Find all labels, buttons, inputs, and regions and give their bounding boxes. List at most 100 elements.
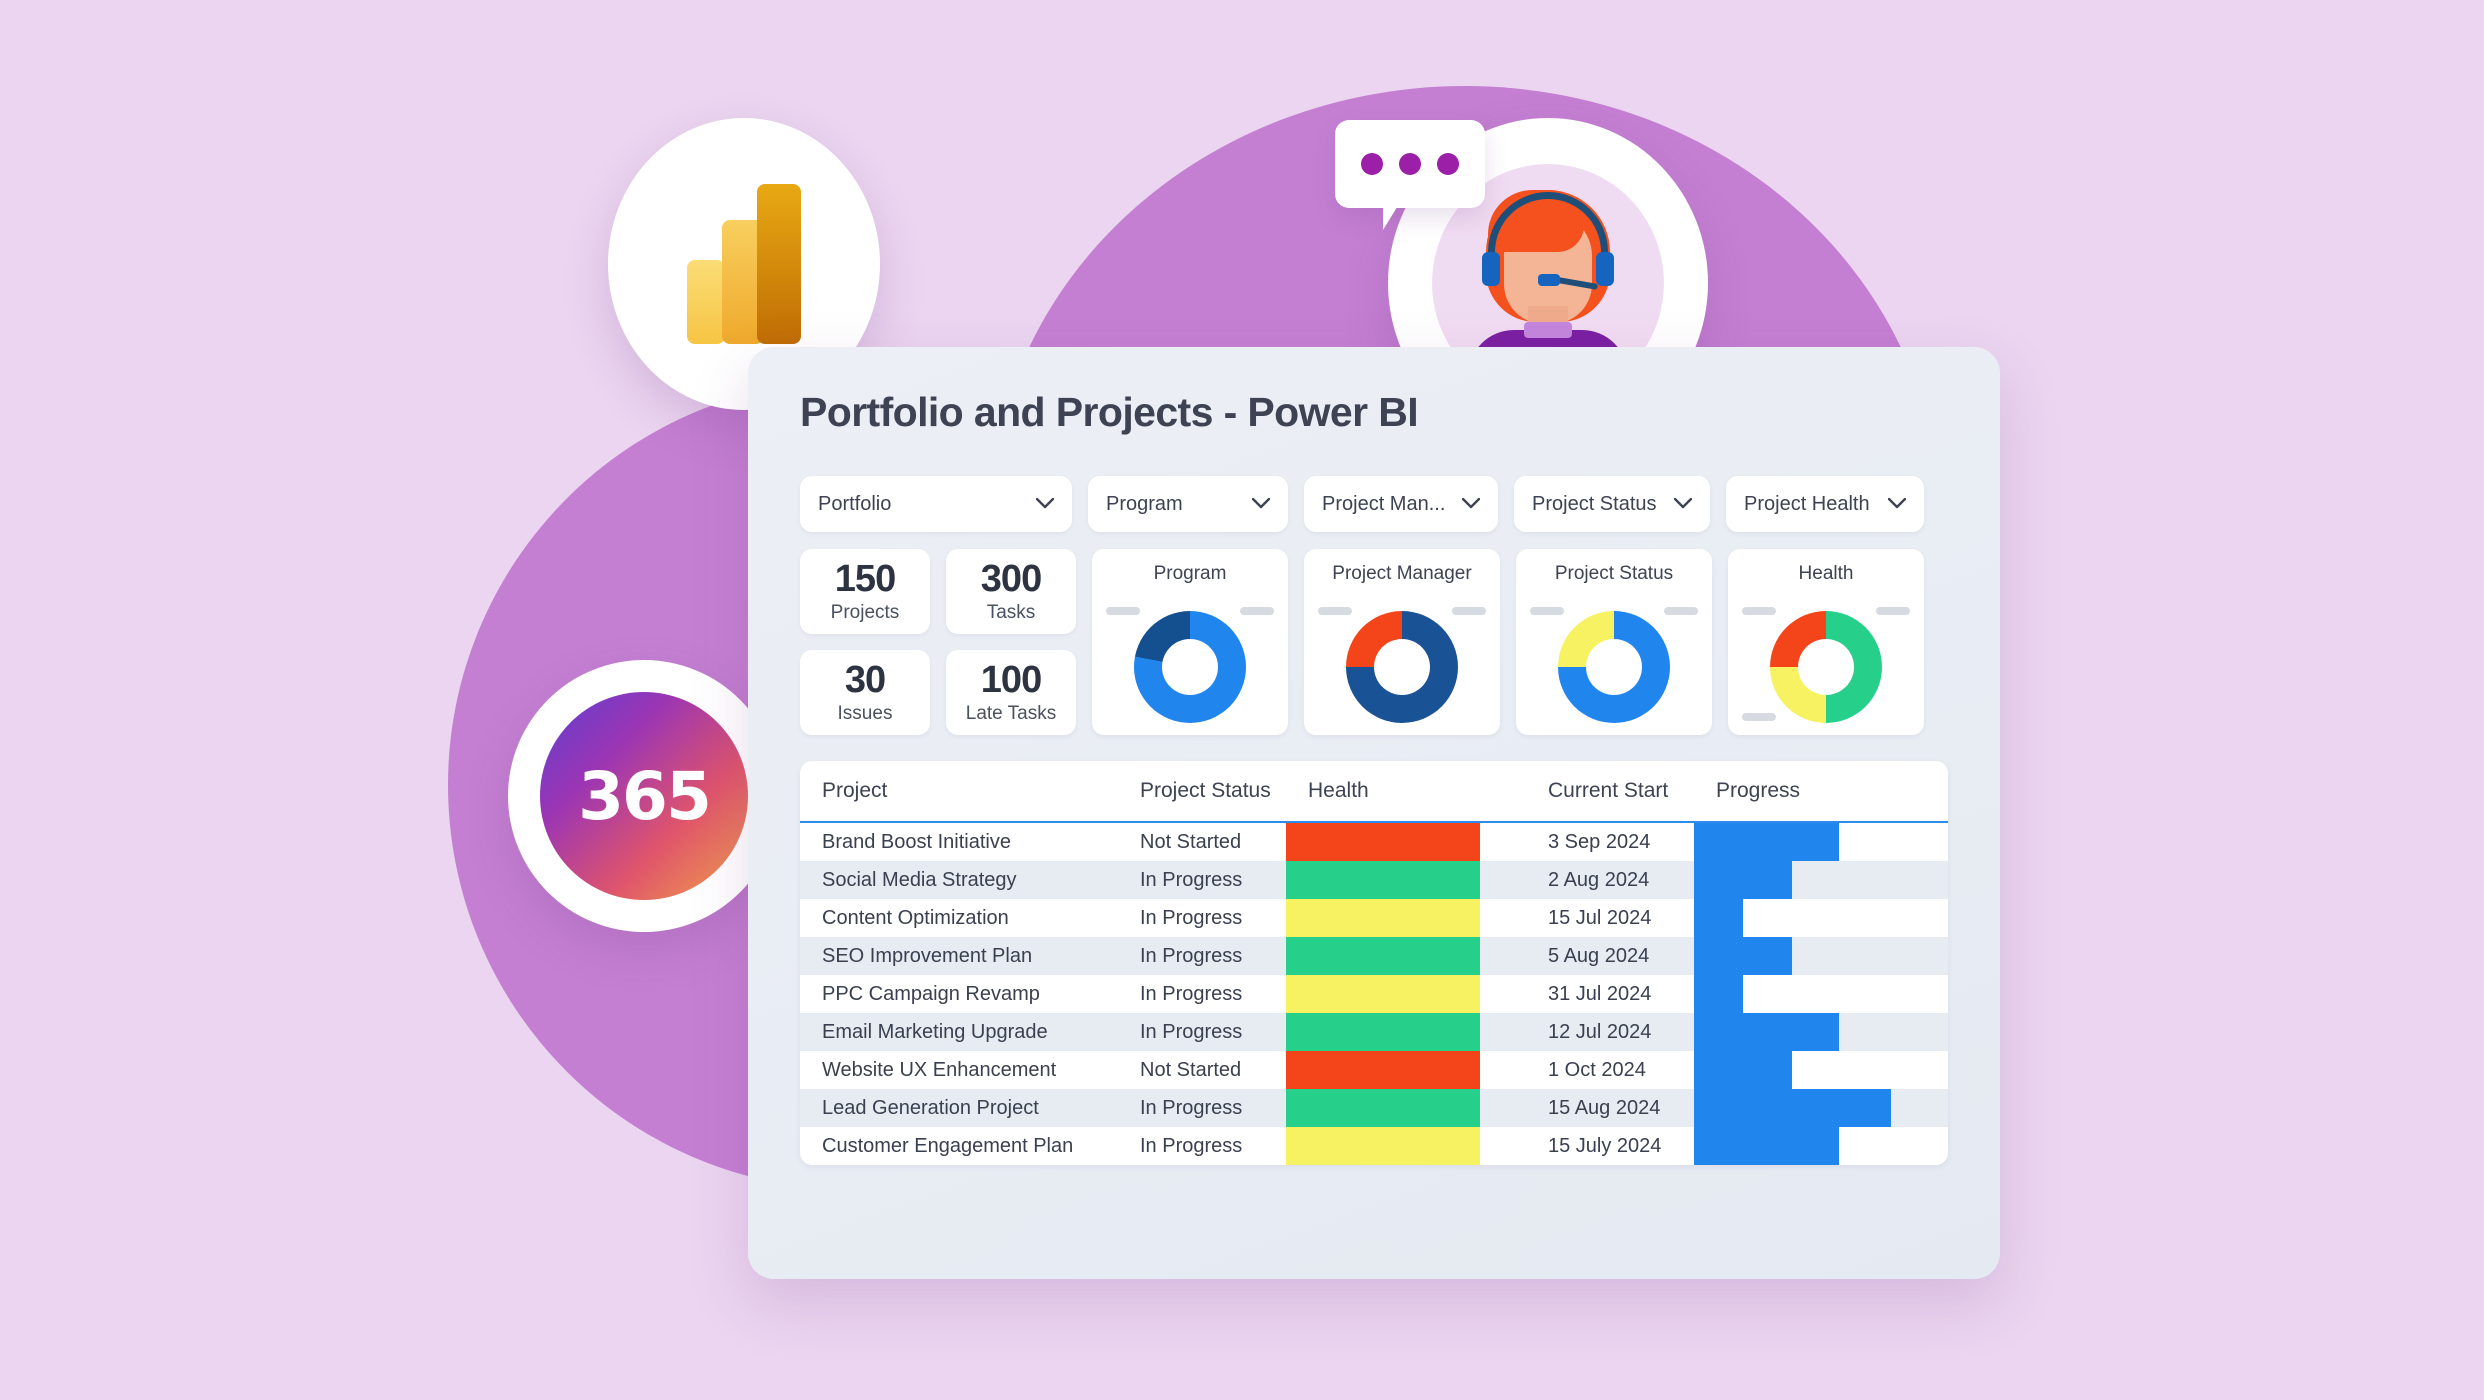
donut-project-manager-graphic — [1346, 611, 1458, 723]
progress-bar-fill — [1694, 937, 1793, 975]
cell-current-start: 2 Aug 2024 — [1548, 868, 1650, 891]
donut-chart-project-status[interactable]: Project Status — [1516, 549, 1712, 735]
table-row[interactable]: Customer Engagement Plan In Progress 15 Ju… — [800, 1127, 1948, 1165]
kpi-late-tasks[interactable]: 100 Late Tasks — [946, 650, 1076, 735]
health-status-badge — [1286, 1089, 1480, 1127]
table-row[interactable]: Website UX Enhancement Not Started 1 Oct 2… — [800, 1051, 1948, 1089]
cell-project-status: In Progress — [1140, 868, 1243, 891]
cell-current-start: 12 Jul 2024 — [1548, 1020, 1652, 1043]
progress-bar-fill — [1694, 1051, 1793, 1089]
table-row[interactable]: Email Marketing Upgrade In Progress 12 Jul… — [800, 1013, 1948, 1051]
headset-mic-icon — [1538, 274, 1560, 286]
filter-program-label: Program — [1106, 492, 1183, 515]
donut-ring — [1558, 611, 1670, 723]
health-status-badge — [1286, 823, 1480, 861]
cell-current-start: 3 Sep 2024 — [1548, 830, 1651, 853]
chevron-down-icon — [1035, 494, 1055, 514]
table-row[interactable]: Lead Generation Project In Progress 15 Aug… — [800, 1089, 1948, 1127]
progress-bar-track — [1694, 899, 1928, 937]
headset-earpiece-right-icon — [1596, 252, 1614, 286]
chevron-down-icon — [1461, 494, 1481, 514]
legend-pill — [1742, 713, 1776, 721]
brand-365-gradient-circle: 365 — [540, 692, 748, 900]
kpi-grid: 150 Projects 300 Tasks 30 Issues 100 Lat… — [800, 549, 1076, 735]
progress-bar-fill — [1694, 1089, 1891, 1127]
filter-project-manager-label: Project Man... — [1322, 492, 1446, 515]
column-header-progress: Progress — [1716, 779, 1801, 802]
avatar-collar — [1524, 322, 1572, 338]
cell-current-start: 15 Jul 2024 — [1548, 906, 1652, 929]
health-status-badge — [1286, 899, 1480, 937]
donut-chart-program[interactable]: Program — [1092, 549, 1288, 735]
kpi-projects[interactable]: 150 Projects — [800, 549, 930, 634]
power-bi-logo-icon — [687, 184, 801, 344]
filter-portfolio[interactable]: Portfolio — [800, 476, 1072, 532]
cell-project: Lead Generation Project — [822, 1096, 1039, 1119]
donut-chart-project-manager[interactable]: Project Manager — [1304, 549, 1500, 735]
donut-program-graphic — [1134, 611, 1246, 723]
health-status-badge — [1286, 937, 1480, 975]
kpi-issues[interactable]: 30 Issues — [800, 650, 930, 735]
cell-health — [1286, 861, 1526, 899]
donut-chart-health[interactable]: Health — [1728, 549, 1924, 735]
cell-project-status: In Progress — [1140, 906, 1243, 929]
table-header-row: Project Project Status Health Current St… — [800, 761, 1948, 823]
cell-project: Social Media Strategy — [822, 868, 1017, 891]
cell-current-start: 15 July 2024 — [1548, 1134, 1662, 1157]
cell-current-start: 1 Oct 2024 — [1548, 1058, 1646, 1081]
legend-pill — [1876, 607, 1910, 615]
health-status-badge — [1286, 1127, 1480, 1165]
cell-progress — [1694, 823, 1942, 861]
progress-bar-track — [1694, 1051, 1928, 1089]
cell-project: Email Marketing Upgrade — [822, 1020, 1048, 1043]
brand-365-label: 365 — [578, 757, 712, 835]
filter-project-manager[interactable]: Project Man... — [1304, 476, 1498, 532]
kpi-tasks-value: 300 — [980, 557, 1042, 600]
table-body: Brand Boost Initiative Not Started 3 Sep 2… — [800, 823, 1948, 1165]
cell-progress — [1694, 1127, 1942, 1165]
filter-project-health[interactable]: Project Health — [1726, 476, 1924, 532]
cell-health — [1286, 1127, 1526, 1165]
filter-project-health-label: Project Health — [1744, 492, 1870, 515]
column-header-health: Health — [1308, 779, 1369, 802]
chevron-down-icon — [1251, 494, 1271, 514]
cell-project-status: Not Started — [1140, 830, 1242, 853]
progress-bar-fill — [1694, 1127, 1840, 1165]
kpi-late-tasks-label: Late Tasks — [965, 702, 1057, 724]
filter-program[interactable]: Program — [1088, 476, 1288, 532]
progress-bar-fill — [1694, 861, 1793, 899]
progress-bar-track — [1694, 861, 1928, 899]
cell-project-status: In Progress — [1140, 1096, 1243, 1119]
cell-project-status: In Progress — [1140, 944, 1243, 967]
cell-project-status: Not Started — [1140, 1058, 1242, 1081]
cell-health — [1286, 1089, 1526, 1127]
table-row[interactable]: SEO Improvement Plan In Progress 5 Aug 202… — [800, 937, 1948, 975]
health-status-badge — [1286, 1013, 1480, 1051]
table-row[interactable]: Social Media Strategy In Progress 2 Aug 20… — [800, 861, 1948, 899]
page-title: Portfolio and Projects - Power BI — [800, 389, 1419, 435]
donut-health-title: Health — [1798, 563, 1854, 584]
dashboard-card: Portfolio and Projects - Power BI Portfo… — [748, 347, 2000, 1279]
health-status-badge — [1286, 1051, 1480, 1089]
cell-progress — [1694, 861, 1942, 899]
donut-project-status-graphic — [1558, 611, 1670, 723]
cell-project: Website UX Enhancement — [822, 1058, 1057, 1081]
filter-project-status-label: Project Status — [1532, 492, 1657, 515]
kpi-tasks[interactable]: 300 Tasks — [946, 549, 1076, 634]
legend-pill — [1452, 607, 1486, 615]
legend-pill — [1664, 607, 1698, 615]
cell-health — [1286, 899, 1526, 937]
donut-project-manager-title: Project Manager — [1332, 563, 1472, 584]
table-row[interactable]: Content Optimization In Progress 15 Jul 20… — [800, 899, 1948, 937]
table-row[interactable]: PPC Campaign Revamp In Progress 31 Jul 202… — [800, 975, 1948, 1013]
cell-progress — [1694, 1089, 1942, 1127]
cell-progress — [1694, 899, 1942, 937]
progress-bar-fill — [1694, 975, 1744, 1013]
donut-health-graphic — [1770, 611, 1882, 723]
donut-project-status-title: Project Status — [1554, 563, 1674, 584]
filter-project-status[interactable]: Project Status — [1514, 476, 1710, 532]
table-row[interactable]: Brand Boost Initiative Not Started 3 Sep 2… — [800, 823, 1948, 861]
cell-progress — [1694, 937, 1942, 975]
progress-bar-track — [1694, 1089, 1928, 1127]
column-header-project: Project — [822, 779, 888, 802]
